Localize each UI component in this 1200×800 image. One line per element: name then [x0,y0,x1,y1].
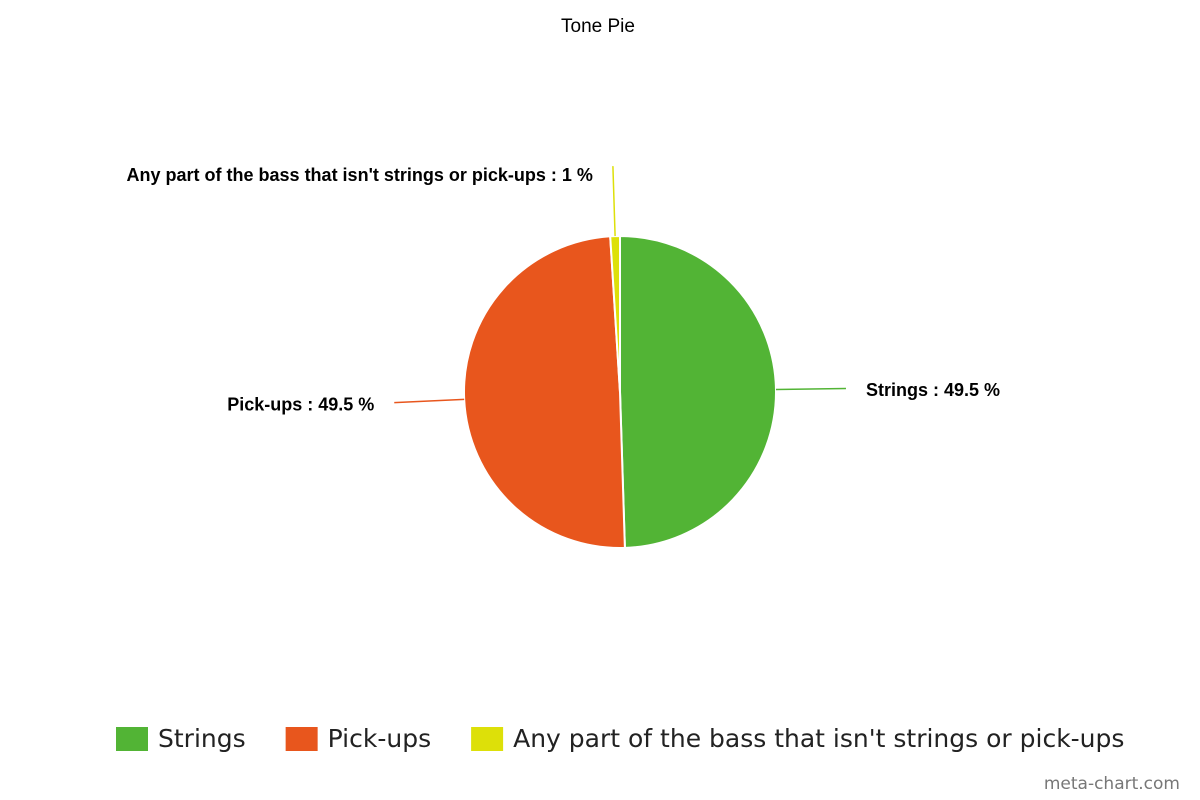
legend-label: Strings [158,724,246,753]
leader-line [775,387,846,391]
leader-line [612,166,616,237]
data-label: Pick-ups : 49.5 % [227,394,374,414]
legend-label: Any part of the bass that isn't strings … [513,724,1124,753]
pie-slice [609,234,621,393]
data-label: Any part of the bass that isn't strings … [127,165,593,185]
legend-swatch [471,727,504,751]
pie-slice [463,235,626,549]
leader-line [394,398,465,404]
legend-swatch [285,727,318,751]
chart-title: Tone Pie [561,16,635,37]
data-label: Strings : 49.5 % [866,380,1000,400]
legend-swatch [116,727,148,751]
pie-slice [619,234,777,549]
legend-label: Pick-ups [328,724,431,753]
credit: meta-chart.com [1044,774,1180,794]
